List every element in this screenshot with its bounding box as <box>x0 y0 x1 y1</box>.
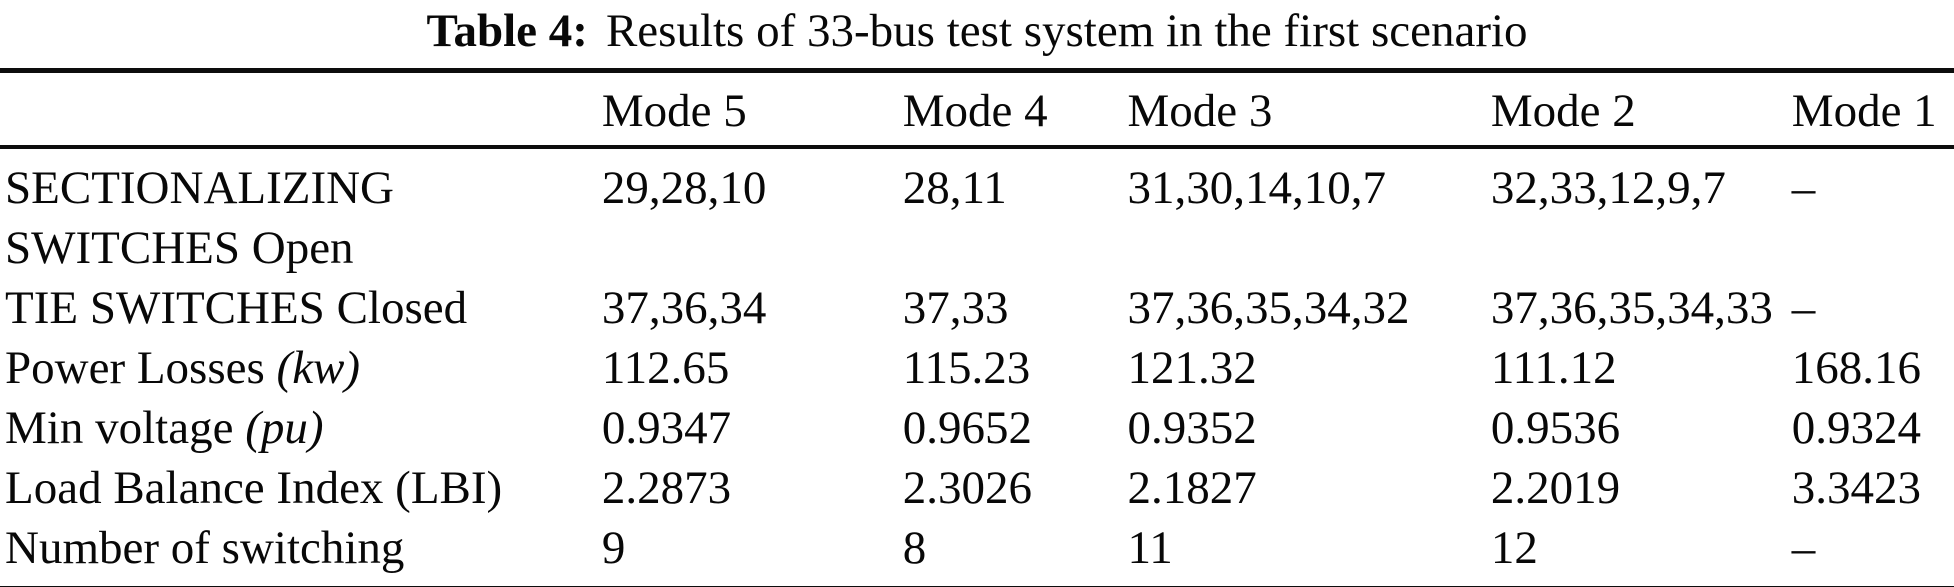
table-row-min-voltage: Min voltage (pu) 0.9347 0.9652 0.9352 0.… <box>0 398 1954 458</box>
row-label-text: Load Balance Index (LBI) <box>5 462 503 514</box>
row-label-text: SECTIONALIZING SWITCHES Open <box>5 162 394 274</box>
cell-value: 3.3423 <box>1791 462 1922 514</box>
column-header-mode2: Mode 2 <box>1490 70 1792 149</box>
header-empty-cell <box>0 70 602 149</box>
row-label: Load Balance Index (LBI) <box>0 458 602 518</box>
cell-value: 115.23 <box>902 342 1031 394</box>
row-label: Power Losses (kw) <box>0 338 602 398</box>
cell-value: 0.9536 <box>1490 402 1621 454</box>
column-header-mode1: Mode 1 <box>1791 70 1954 149</box>
cell-value: 0.9324 <box>1791 402 1922 454</box>
row-label-unit: (pu) <box>245 402 324 454</box>
column-header-mode5: Mode 5 <box>601 70 903 149</box>
row-label-unit: (kw) <box>276 342 361 394</box>
cell-value: 12 <box>1490 522 1538 574</box>
table-row-sectionalizing-switches: SECTIONALIZING SWITCHES Open 29,28,10 28… <box>0 147 1954 278</box>
cell-value: 28,11 <box>902 162 1007 214</box>
row-label: Number of switching <box>0 518 602 587</box>
cell-value: 2.2873 <box>601 462 732 514</box>
table-row-power-losses: Power Losses (kw) 112.65 115.23 121.32 1… <box>0 338 1954 398</box>
row-label-text: Number of switching <box>5 522 405 574</box>
results-table: Mode 5 Mode 4 Mode 3 Mode 2 Mode 1 SECTI… <box>0 68 1954 587</box>
cell-value: 29,28,10 <box>601 162 767 214</box>
row-label: Min voltage (pu) <box>0 398 602 458</box>
cell-value: 31,30,14,10,7 <box>1127 162 1386 214</box>
cell-value: 37,36,35,34,32 <box>1127 282 1410 334</box>
cell-value: 112.65 <box>601 342 730 394</box>
cell-value: 168.16 <box>1791 342 1922 394</box>
cell-value: 2.1827 <box>1127 462 1257 514</box>
table-header-row: Mode 5 Mode 4 Mode 3 Mode 2 Mode 1 <box>0 70 1954 149</box>
cell-value: 111.12 <box>1490 342 1617 394</box>
table-row-load-balance-index: Load Balance Index (LBI) 2.2873 2.3026 2… <box>0 458 1954 518</box>
cell-value: 2.2019 <box>1490 462 1621 514</box>
cell-value: – <box>1791 162 1816 214</box>
row-label: SECTIONALIZING SWITCHES Open <box>0 147 602 278</box>
cell-value: 0.9347 <box>601 402 732 454</box>
cell-value: 37,33 <box>902 282 1009 334</box>
cell-value: 11 <box>1127 522 1173 574</box>
cell-value: 9 <box>601 522 626 574</box>
row-label-text: Min voltage <box>5 402 246 454</box>
row-label: TIE SWITCHES Closed <box>0 278 602 338</box>
cell-value: 2.3026 <box>902 462 1032 514</box>
cell-value: 32,33,12,9,7 <box>1490 162 1726 214</box>
cell-value: 121.32 <box>1127 342 1257 394</box>
cell-value: 0.9652 <box>902 402 1032 454</box>
row-label-text: TIE SWITCHES Closed <box>5 282 468 334</box>
row-label-text: Power Losses <box>5 342 277 394</box>
cell-value: 8 <box>902 522 927 574</box>
table-caption: Table 4: Results of 33-bus test system in… <box>0 0 1954 58</box>
table-row-number-of-switching: Number of switching 9 8 11 12 – <box>0 518 1954 587</box>
cell-value: – <box>1791 282 1816 334</box>
table-row-tie-switches: TIE SWITCHES Closed 37,36,34 37,33 37,36… <box>0 278 1954 338</box>
column-header-mode3: Mode 3 <box>1127 70 1491 149</box>
caption-label: Table 4: <box>426 5 588 57</box>
cell-value: 0.9352 <box>1127 402 1257 454</box>
cell-value: – <box>1791 522 1816 574</box>
column-header-mode4: Mode 4 <box>902 70 1128 149</box>
caption-text: Results of 33-bus test system in the fir… <box>605 5 1528 57</box>
cell-value: 37,36,34 <box>601 282 767 334</box>
cell-value: 37,36,35,34,33 <box>1490 282 1773 334</box>
